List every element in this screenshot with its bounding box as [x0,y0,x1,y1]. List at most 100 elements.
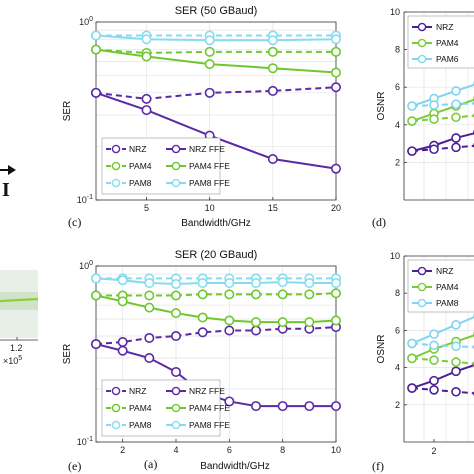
data-point [407,146,417,156]
panel-label-e: (e) [68,459,81,473]
panel-label-f: (f) [372,459,384,473]
data-point [204,35,215,46]
data-point [451,386,461,397]
y-tick-label: 100 [79,16,93,27]
legend-label: PAM4 [129,161,152,171]
legend-marker [111,403,121,413]
data-point [171,331,182,342]
legend-marker [417,38,427,48]
left-strip-trace [0,297,39,303]
data-point [407,101,417,111]
data-point [144,290,155,301]
x-tick-label: 20 [331,203,341,213]
y-tick-label: 2 [395,157,400,167]
y-axis-label: SER [62,344,73,365]
chart-title: SER (20 GBaud) [175,249,258,261]
data-point [141,105,152,116]
series-line [411,102,474,107]
series-line [411,342,474,348]
data-point [330,67,341,78]
plot-frame [95,21,337,201]
data-point [277,289,288,300]
data-point [267,35,278,46]
data-point [407,353,417,364]
legend-box [101,137,221,195]
series-nrz [407,142,474,156]
y-tick-label: 4 [395,363,400,373]
osnr-chart-d: 10 8 6 4 2 OSNR NRZ PAM4 PAM6 [376,7,474,201]
x-tick-label: 5 [144,203,149,213]
legend-marker [111,420,121,430]
data-point [429,144,439,155]
legend-marker [171,161,181,171]
series-line [411,98,474,122]
data-point [451,357,461,367]
x-tick-label: 2 [120,445,125,455]
data-point [171,308,182,319]
legend: NRZ NRZ FFE PAM4 PAM4 FFE PAM8 PAM8 FFE [101,137,230,195]
data-point [267,63,278,74]
data-point [451,133,461,143]
legend: NRZ NRZ FFE PAM4 PAM4 FFE PAM8 PAM8 FFE [101,379,230,437]
legend-label: NRZ [436,266,453,276]
data-point [91,339,102,350]
series-line [96,292,337,297]
y-tick-label: 2 [395,400,400,410]
legend-label: NRZ [129,386,146,396]
data-point [304,317,315,328]
data-point [91,290,102,301]
series-nrz [91,322,341,350]
legend-marker [171,144,181,154]
legend: NRZ PAM4 PAM8 [407,259,474,313]
data-point [224,325,235,336]
legend-label: PAM8 FFE [189,420,230,430]
data-point [224,315,235,326]
series-line [411,114,474,123]
legend-box [101,379,221,437]
data-point [330,34,341,45]
data-point [429,100,439,110]
left-strip-glyph: I [2,179,10,201]
data-point [144,278,155,289]
data-point [407,383,417,393]
data-point [224,278,235,289]
legend-marker [417,22,427,32]
data-point [330,82,341,93]
legend-marker [171,178,181,188]
data-point [197,278,208,289]
series-nrz [407,361,474,393]
plot-frame [95,265,337,443]
series-pam4 [91,288,341,301]
legend-label: PAM8 [129,420,152,430]
legend-marker [417,298,427,308]
data-point [144,332,155,343]
series-pam4-ffe [91,290,341,328]
legend: NRZ PAM4 PAM6 [407,15,474,69]
legend-marker [171,420,181,430]
panel-label-a: (a) [144,457,157,471]
y-tick-label: 10 [390,251,400,261]
series-line [411,83,474,107]
osnr-chart-f: 10 8 6 4 2 2 OSNR NRZ PAM4 PAM8 [376,251,474,456]
legend-label: PAM8 FFE [189,178,230,188]
data-point [451,99,461,109]
data-point [304,401,315,412]
y-tick-label: 100 [79,260,93,271]
y-tick-label: 10-1 [77,194,93,205]
y-axis-label: OSNR [376,335,387,364]
data-point [429,114,439,124]
series-line [95,48,337,74]
y-tick-label: 6 [395,325,400,335]
data-point [451,112,461,123]
data-point [277,277,288,288]
data-point [251,401,262,412]
data-point [451,366,461,377]
data-point [117,345,128,356]
legend-label: NRZ FFE [189,144,225,154]
legend-marker [111,178,121,188]
legend-label: PAM6 [436,54,459,64]
series-pam4 [91,44,341,58]
legend-marker [111,144,121,154]
left-strip-exponent: ×105 [3,355,22,366]
chart-layer: 5 10 15 20 100 10-1 SER (50 GBaud) Bandwidth/GH… [62,5,474,472]
